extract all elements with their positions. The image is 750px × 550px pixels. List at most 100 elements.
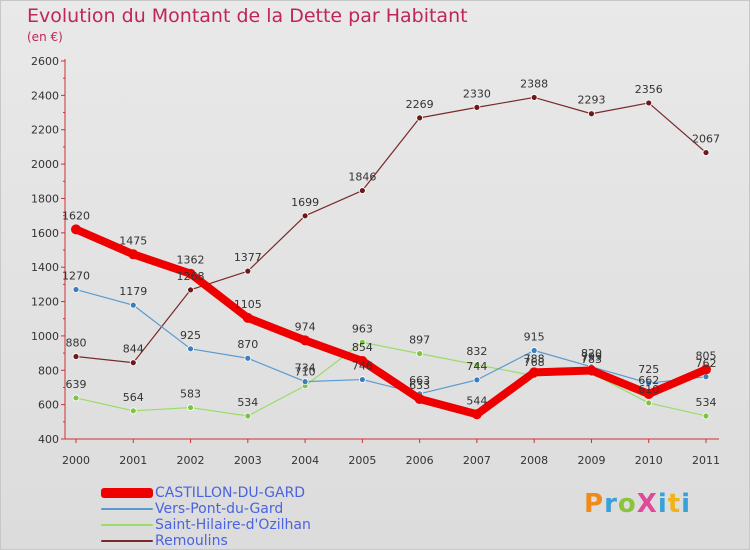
chart-title: Evolution du Montant de la Dette par Hab…	[27, 5, 468, 27]
data-label: 1179	[119, 285, 147, 298]
data-label: 2269	[406, 98, 434, 111]
data-label: 2388	[520, 77, 548, 90]
series-point-3	[588, 110, 595, 118]
chart-unit: (en €)	[27, 30, 63, 44]
data-label: 633	[409, 379, 430, 392]
data-label: 1377	[234, 251, 262, 264]
series-point-2	[129, 407, 137, 415]
y-tick-label: 600	[38, 399, 59, 412]
data-label: 820	[581, 347, 602, 360]
y-tick-label: 1000	[31, 330, 59, 343]
data-label: 2293	[577, 94, 605, 107]
y-tick-label: 1200	[31, 296, 59, 309]
x-tick-label: 2000	[62, 454, 90, 467]
series-point-2	[187, 404, 194, 411]
legend-swatch-remoulins	[101, 540, 153, 542]
y-tick-label: 1800	[31, 192, 59, 205]
series-point-1	[473, 376, 481, 384]
data-label: 1105	[234, 298, 262, 311]
y-tick-label: 1400	[31, 261, 59, 274]
series-point-1	[301, 378, 309, 386]
data-label: 663	[409, 374, 430, 387]
legend-swatch-vers-pont	[101, 508, 153, 510]
series-point-2	[645, 399, 653, 407]
data-label: 805	[696, 349, 717, 362]
x-tick-label: 2006	[406, 454, 434, 467]
series-point-1	[702, 373, 710, 381]
series-point-1	[72, 286, 80, 293]
series-point-3	[358, 187, 366, 194]
series-line-1	[75, 288, 707, 395]
x-tick-label: 2010	[635, 454, 663, 467]
series-point-0	[128, 249, 139, 260]
data-label: 963	[352, 322, 373, 335]
data-label: 734	[295, 362, 316, 375]
data-label: 1699	[291, 196, 319, 209]
series-point-2	[358, 338, 366, 346]
y-tick-label: 2000	[31, 158, 59, 171]
series-point-2	[244, 412, 252, 420]
series-point-0	[357, 355, 368, 366]
series-point-3	[301, 212, 309, 220]
data-label: 744	[466, 360, 487, 373]
series-line-3	[75, 96, 707, 364]
data-label: 925	[180, 329, 201, 342]
series-point-1	[187, 345, 194, 353]
series-point-0	[185, 268, 196, 279]
series-point-3	[530, 94, 538, 101]
y-tick-label: 2600	[31, 55, 59, 68]
proxiti-logo: ProXiti	[584, 489, 692, 519]
series-point-0	[300, 335, 311, 346]
data-label: 1846	[348, 171, 376, 184]
y-tick-label: 400	[38, 433, 59, 446]
data-label: 1620	[62, 209, 90, 222]
y-tick-label: 800	[38, 364, 59, 377]
x-tick-label: 2001	[119, 454, 147, 467]
data-label: 1270	[62, 270, 90, 283]
data-label: 832	[466, 345, 487, 358]
data-label: 610	[638, 383, 659, 396]
series-point-3	[645, 99, 653, 107]
series-point-3	[129, 359, 137, 367]
data-label: 1362	[177, 254, 205, 267]
x-tick-label: 2009	[577, 454, 605, 467]
x-tick-label: 2003	[234, 454, 262, 467]
legend-swatch-saint-hilaire	[101, 524, 153, 526]
series-point-1	[358, 376, 366, 383]
data-label: 880	[66, 337, 87, 350]
data-label: 710	[295, 366, 316, 379]
x-tick-label: 2008	[520, 454, 548, 467]
x-tick-label: 2004	[291, 454, 319, 467]
series-point-3	[244, 267, 252, 275]
data-label: 783	[581, 353, 602, 366]
y-tick-label: 1600	[31, 227, 59, 240]
series-point-0	[643, 388, 654, 399]
series-point-3	[187, 286, 194, 294]
data-label: 799	[581, 350, 602, 363]
data-label: 725	[638, 363, 659, 376]
data-label: 1475	[119, 234, 147, 247]
series-point-3	[702, 149, 710, 156]
series-point-2	[702, 412, 710, 420]
series-point-3	[416, 114, 424, 122]
series-point-0	[242, 312, 253, 323]
data-label: 2356	[635, 83, 663, 96]
series-point-2	[473, 361, 481, 369]
legend-label-castillon: CASTILLON-DU-GARD	[155, 485, 306, 501]
data-label: 564	[123, 391, 144, 404]
data-label: 762	[696, 357, 717, 370]
series-point-0	[586, 365, 597, 376]
data-label: 768	[524, 356, 545, 369]
series-point-1	[530, 347, 538, 354]
data-label: 639	[66, 378, 87, 391]
legend-swatch-castillon	[101, 488, 153, 498]
data-label: 1268	[177, 270, 205, 283]
series-point-3	[473, 103, 481, 111]
series-point-3	[72, 353, 80, 360]
legend-item-remoulins: Remoulins	[101, 533, 421, 549]
series-point-1	[244, 354, 252, 362]
series-point-1	[129, 301, 137, 309]
data-label: 870	[237, 338, 258, 351]
